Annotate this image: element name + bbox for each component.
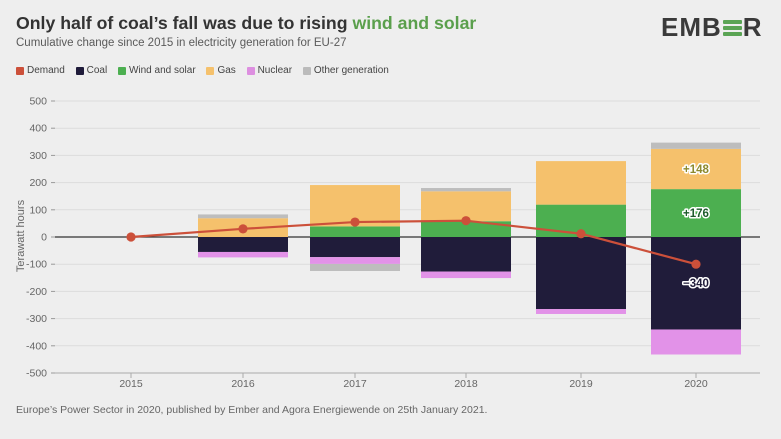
svg-text:+148: +148 [683, 164, 710, 176]
svg-text:400: 400 [29, 123, 47, 135]
svg-text:2017: 2017 [343, 378, 367, 390]
svg-text:0: 0 [41, 232, 47, 244]
svg-text:+176: +176 [683, 208, 709, 220]
svg-text:2020: 2020 [684, 378, 708, 390]
svg-text:-300: -300 [26, 313, 47, 325]
svg-text:2018: 2018 [454, 378, 478, 390]
svg-text:−340: −340 [683, 278, 709, 290]
svg-text:-500: -500 [26, 368, 47, 380]
svg-text:200: 200 [29, 177, 47, 189]
svg-text:-400: -400 [26, 340, 47, 352]
svg-text:2016: 2016 [231, 378, 255, 390]
svg-text:100: 100 [29, 204, 47, 216]
svg-text:2019: 2019 [569, 378, 593, 390]
svg-text:500: 500 [29, 96, 47, 108]
svg-text:2015: 2015 [119, 378, 143, 390]
svg-text:300: 300 [29, 150, 47, 162]
